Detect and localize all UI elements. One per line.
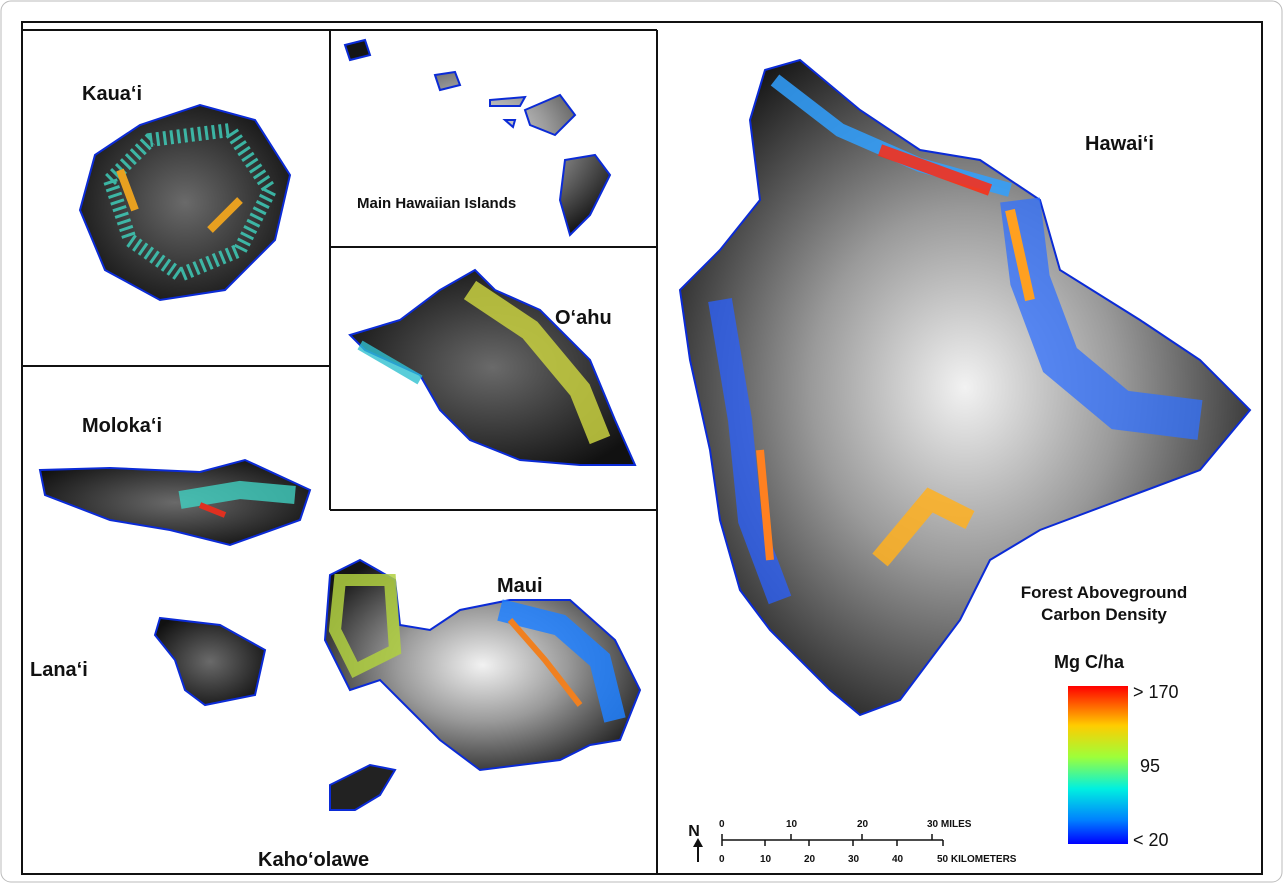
scale-label: 50 KILOMETERS: [937, 854, 1017, 865]
scale-label: 0: [719, 819, 725, 830]
scale-label: 10: [786, 819, 798, 830]
molokai-island: [40, 460, 310, 545]
scale-label: 40: [892, 854, 904, 865]
scale-label: 0: [719, 854, 725, 865]
scale-label: 30: [848, 854, 860, 865]
legend-label: > 170: [1133, 682, 1179, 702]
legend-title: Carbon Density: [1041, 605, 1167, 624]
molokai-forest: [180, 490, 295, 500]
island-label: Moloka‘i: [82, 415, 162, 437]
legend-units: Mg C/ha: [1054, 652, 1125, 672]
north-label: N: [688, 823, 700, 840]
legend-label: < 20: [1133, 830, 1169, 850]
scale-label: 20: [857, 819, 869, 830]
panel-label: Main Hawaiian Islands: [357, 195, 516, 212]
scale-label: 10: [760, 854, 772, 865]
legend-label: 95: [1140, 756, 1160, 776]
island-label: Maui: [497, 575, 543, 597]
island-label: Hawai‘i: [1085, 133, 1154, 155]
color-ramp: [1068, 686, 1128, 844]
legend-title: Forest Aboveground: [1021, 583, 1188, 602]
scale-label: 20: [804, 854, 816, 865]
kahoolawe-island: [330, 765, 395, 810]
island-label: Lana‘i: [30, 659, 88, 681]
map-figure: Kaua‘i Main Hawaiian Islands O‘ahu Molok…: [0, 0, 1283, 883]
island-label: Kaua‘i: [82, 83, 142, 105]
scale-label: 30 MILES: [927, 819, 972, 830]
island-label: O‘ahu: [555, 307, 612, 329]
lanai-island: [155, 618, 265, 705]
island-label: Kaho‘olawe: [258, 849, 369, 871]
